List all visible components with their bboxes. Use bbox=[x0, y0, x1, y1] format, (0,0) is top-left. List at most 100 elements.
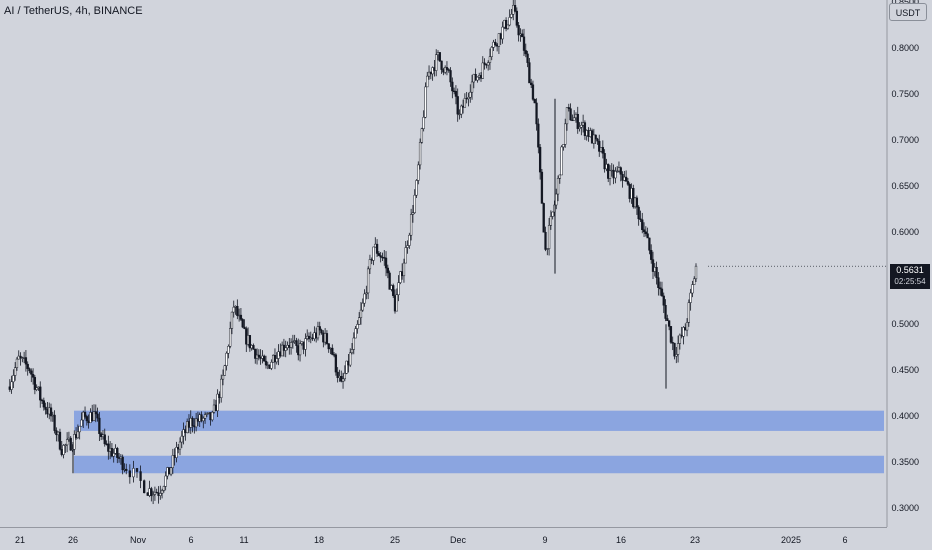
candle bbox=[673, 342, 676, 360]
candle-body bbox=[67, 437, 71, 440]
candle bbox=[211, 410, 214, 422]
candle bbox=[578, 122, 581, 132]
candle-body bbox=[639, 218, 642, 220]
candle bbox=[435, 49, 438, 77]
candle-body bbox=[101, 434, 105, 437]
candle-body bbox=[452, 90, 456, 93]
candle bbox=[598, 134, 601, 157]
candle-body bbox=[252, 345, 255, 350]
candle-body bbox=[456, 96, 459, 115]
candle-body bbox=[504, 20, 508, 29]
candle-body bbox=[223, 365, 226, 376]
candle bbox=[693, 276, 696, 285]
candle bbox=[159, 485, 162, 500]
x-tick-label: Nov bbox=[130, 535, 147, 545]
candle bbox=[239, 308, 243, 321]
candle bbox=[266, 361, 269, 370]
candle bbox=[470, 74, 474, 100]
candle-body bbox=[261, 355, 264, 359]
zone-2 bbox=[74, 455, 884, 474]
candle bbox=[221, 369, 225, 386]
candle-body bbox=[331, 347, 334, 355]
candle-body bbox=[569, 108, 572, 121]
candle-body bbox=[386, 267, 389, 274]
candle-body bbox=[246, 335, 250, 345]
candle bbox=[340, 370, 343, 383]
candle-body bbox=[381, 256, 384, 259]
candle bbox=[69, 436, 72, 451]
candle-body bbox=[617, 167, 621, 172]
candle bbox=[623, 170, 626, 182]
candle-body bbox=[117, 457, 121, 459]
candle-body bbox=[234, 305, 237, 308]
candle-body bbox=[648, 237, 651, 251]
candle-body bbox=[599, 147, 603, 152]
candle bbox=[114, 444, 117, 455]
candle-body bbox=[349, 352, 352, 366]
candle bbox=[513, 0, 517, 13]
candle-body bbox=[444, 67, 447, 73]
candle bbox=[128, 464, 131, 484]
candle-body bbox=[315, 332, 318, 339]
candle bbox=[293, 334, 296, 344]
candle bbox=[440, 60, 443, 74]
candle bbox=[370, 257, 373, 265]
candle bbox=[685, 318, 689, 337]
candle bbox=[408, 232, 411, 249]
candle-body bbox=[336, 371, 339, 378]
candle-body bbox=[98, 417, 101, 434]
candle bbox=[53, 410, 56, 434]
candle-body bbox=[148, 488, 151, 496]
candle-body bbox=[667, 320, 671, 327]
candle-body bbox=[327, 343, 330, 350]
candle bbox=[562, 144, 565, 151]
currency-button[interactable]: USDT bbox=[889, 3, 927, 21]
candle-body bbox=[65, 439, 69, 446]
candle bbox=[291, 334, 295, 349]
candle bbox=[125, 463, 128, 475]
candle-body bbox=[83, 411, 87, 417]
candle bbox=[426, 71, 429, 88]
candle-body bbox=[564, 123, 567, 145]
candle-body bbox=[578, 126, 581, 129]
candle bbox=[676, 335, 680, 363]
candle-body bbox=[383, 257, 386, 259]
y-tick-label: 0.7000 bbox=[891, 135, 919, 145]
candle-body bbox=[73, 434, 76, 450]
candle bbox=[544, 226, 547, 252]
candle-body bbox=[537, 123, 540, 148]
symbol-title[interactable]: AI / TetherUS, 4h, BINANCE bbox=[4, 5, 143, 17]
candle bbox=[460, 104, 463, 119]
candle bbox=[445, 61, 449, 76]
candle bbox=[89, 408, 92, 424]
candle bbox=[272, 354, 275, 363]
candle bbox=[62, 444, 65, 459]
candle bbox=[10, 375, 13, 394]
x-tick-label: 23 bbox=[690, 535, 700, 545]
candle bbox=[521, 29, 524, 38]
candle-body bbox=[175, 447, 178, 458]
candle-body bbox=[399, 271, 402, 283]
candle-body bbox=[239, 314, 243, 320]
candle bbox=[497, 33, 501, 55]
candle-body bbox=[445, 67, 449, 70]
candle-body bbox=[193, 425, 196, 428]
candle-body bbox=[121, 456, 124, 471]
candle-body bbox=[440, 60, 443, 70]
candle bbox=[103, 428, 106, 447]
candle-body bbox=[284, 347, 287, 351]
candle-body bbox=[60, 448, 63, 455]
candle bbox=[587, 127, 590, 142]
candle-body bbox=[528, 62, 531, 84]
x-tick-label: 11 bbox=[239, 535, 248, 545]
candle-body bbox=[257, 354, 260, 358]
candle-body bbox=[345, 360, 348, 374]
candle bbox=[166, 466, 169, 480]
candle-body bbox=[495, 44, 499, 47]
candle bbox=[178, 437, 182, 456]
candle-body bbox=[128, 470, 131, 478]
candle bbox=[451, 77, 454, 99]
candle bbox=[605, 158, 608, 172]
candle-body bbox=[218, 393, 221, 399]
